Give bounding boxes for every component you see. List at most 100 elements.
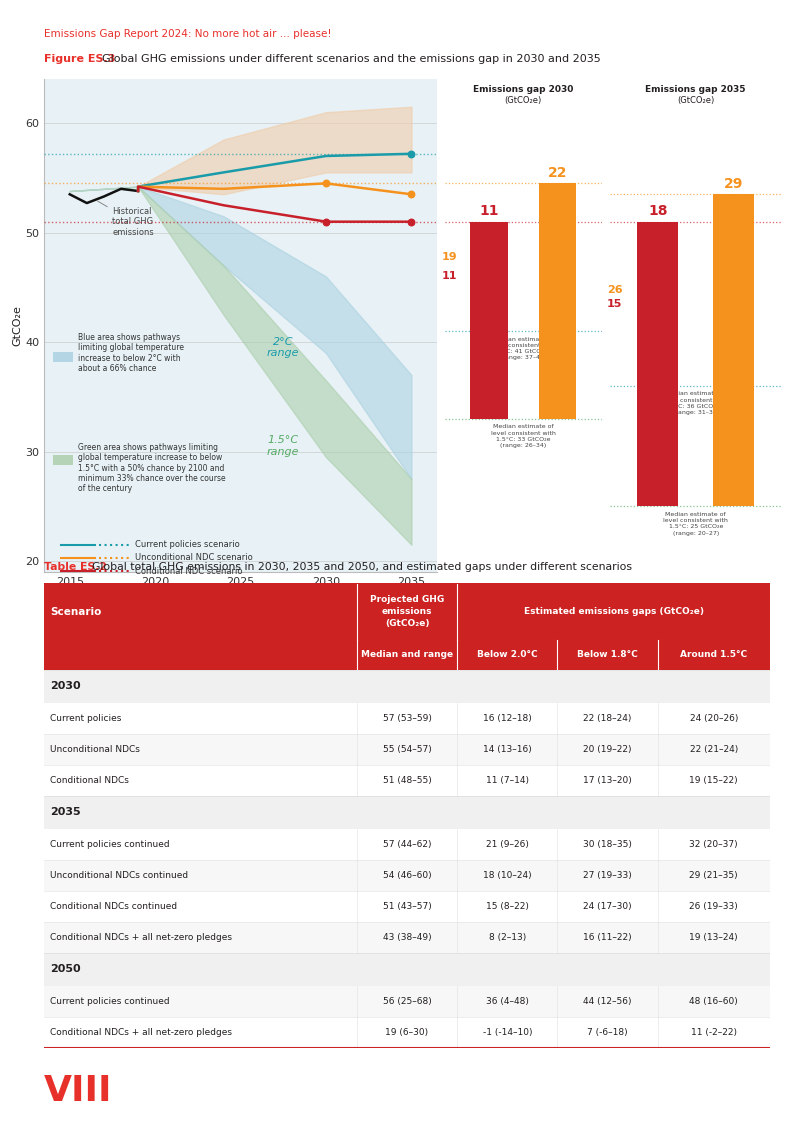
- Text: 19 (6–30): 19 (6–30): [386, 1028, 428, 1037]
- Text: 27 (19–33): 27 (19–33): [583, 871, 632, 880]
- Text: Unconditional NDC scenario: Unconditional NDC scenario: [135, 553, 253, 562]
- Bar: [44, 922, 770, 953]
- Text: 11 (-2–22): 11 (-2–22): [691, 1028, 737, 1037]
- Text: Global total GHG emissions in 2030, 2035 and 2050, and estimated gaps under diff: Global total GHG emissions in 2030, 2035…: [92, 562, 632, 572]
- Text: -1 (-14–10): -1 (-14–10): [483, 1028, 532, 1037]
- Text: VIII: VIII: [44, 1074, 112, 1108]
- Text: 29: 29: [724, 177, 743, 191]
- Text: Current policies continued: Current policies continued: [50, 997, 169, 1006]
- Text: Emissions gap 2030: Emissions gap 2030: [473, 85, 573, 94]
- Text: 30 (18–35): 30 (18–35): [583, 840, 632, 849]
- Text: 2035: 2035: [50, 808, 80, 817]
- Text: 8 (2–13): 8 (2–13): [488, 934, 526, 943]
- Text: 57 (44–62): 57 (44–62): [383, 840, 431, 849]
- Text: 29 (21–35): 29 (21–35): [690, 871, 738, 880]
- Text: Median estimate of
level consistent with
2°C: 36 GtCO₂e
(range: 31–39): Median estimate of level consistent with…: [663, 392, 728, 415]
- Point: [320, 174, 333, 193]
- Text: 43 (38–49): 43 (38–49): [383, 934, 431, 943]
- Text: Median estimate of
level consistent with
1.5°C: 33 GtCO₂e
(range: 26–34): Median estimate of level consistent with…: [491, 425, 556, 448]
- Text: Conditional NDCs: Conditional NDCs: [50, 776, 129, 785]
- Text: Projected GHG
emissions
(GtCO₂e): Projected GHG emissions (GtCO₂e): [370, 595, 444, 628]
- Point: [320, 213, 333, 231]
- Text: Unconditional NDCs continued: Unconditional NDCs continued: [50, 871, 188, 880]
- Text: 14 (13–16): 14 (13–16): [483, 744, 532, 753]
- Text: 48 (16–60): 48 (16–60): [690, 997, 738, 1006]
- Text: Below 2.0°C: Below 2.0°C: [477, 650, 537, 659]
- Text: 36 (4–48): 36 (4–48): [486, 997, 529, 1006]
- Text: Green area shows pathways limiting
global temperature increase to below
1.5°C wi: Green area shows pathways limiting globa…: [79, 443, 226, 493]
- Text: 16 (11–22): 16 (11–22): [583, 934, 632, 943]
- Text: 11: 11: [479, 204, 499, 219]
- Text: Global GHG emissions under different scenarios and the emissions gap in 2030 and: Global GHG emissions under different sce…: [102, 54, 601, 65]
- Text: Around 1.5°C: Around 1.5°C: [680, 650, 747, 659]
- Bar: [44, 953, 770, 986]
- Text: 55 (54–57): 55 (54–57): [383, 744, 431, 753]
- Bar: [53, 455, 73, 465]
- Text: 21 (9–26): 21 (9–26): [486, 840, 529, 849]
- Text: 26 (19–33): 26 (19–33): [690, 902, 738, 911]
- Text: Current policies continued: Current policies continued: [50, 840, 169, 849]
- Bar: [44, 986, 770, 1016]
- Text: Median estimate of
level consistent with
2°C: 41 GtCO₂e
(range: 37–46): Median estimate of level consistent with…: [491, 337, 556, 360]
- Text: Estimated emissions gaps (GtCO₂e): Estimated emissions gaps (GtCO₂e): [524, 607, 703, 616]
- Text: 44 (12–56): 44 (12–56): [583, 997, 632, 1006]
- Bar: [44, 891, 770, 922]
- Text: Scenario: Scenario: [50, 606, 101, 616]
- Text: 51 (48–55): 51 (48–55): [383, 776, 431, 785]
- Text: 57 (53–59): 57 (53–59): [383, 714, 431, 723]
- Text: Median estimate of
level consistent with
1.5°C: 25 GtCO₂e
(range: 20–27): Median estimate of level consistent with…: [663, 512, 728, 536]
- Text: Unconditional NDCs: Unconditional NDCs: [50, 744, 140, 753]
- Text: Conditional NDCs + all net-zero pledges: Conditional NDCs + all net-zero pledges: [50, 1028, 232, 1037]
- Bar: [44, 583, 770, 640]
- Bar: [44, 670, 770, 702]
- Bar: [44, 640, 770, 670]
- Text: 18 (10–24): 18 (10–24): [483, 871, 532, 880]
- Text: Emissions gap 2035: Emissions gap 2035: [646, 85, 746, 94]
- Text: Table ES.2: Table ES.2: [44, 562, 111, 572]
- Text: Emissions Gap Report 2024: No more hot air ... please!: Emissions Gap Report 2024: No more hot a…: [44, 29, 332, 40]
- Text: Conditional NDC case: Conditional NDC case: [486, 283, 492, 358]
- Text: 24 (17–30): 24 (17–30): [583, 902, 632, 911]
- Text: 22: 22: [548, 167, 568, 180]
- Text: 24 (20–26): 24 (20–26): [690, 714, 738, 723]
- Text: 15 (8–22): 15 (8–22): [486, 902, 529, 911]
- Bar: [44, 828, 770, 860]
- Text: 19: 19: [442, 253, 458, 262]
- Text: 20 (19–22): 20 (19–22): [583, 744, 632, 753]
- Text: Conditional NDCs continued: Conditional NDCs continued: [50, 902, 177, 911]
- Text: Median and range: Median and range: [361, 650, 453, 659]
- Text: 32 (20–37): 32 (20–37): [690, 840, 738, 849]
- Text: 11: 11: [442, 272, 458, 281]
- Text: 17 (13–20): 17 (13–20): [583, 776, 632, 785]
- Text: 2030: 2030: [50, 681, 80, 691]
- Bar: [44, 765, 770, 796]
- Bar: [44, 702, 770, 734]
- Bar: [44, 796, 770, 828]
- Text: 22 (18–24): 22 (18–24): [583, 714, 632, 723]
- Y-axis label: GtCO₂e: GtCO₂e: [12, 305, 22, 347]
- Text: Conditional NDC case: Conditional NDC case: [655, 326, 660, 401]
- Point: [405, 213, 418, 231]
- Text: Unconditional NDC case: Unconditional NDC case: [555, 259, 561, 343]
- Text: Conditional NDC scenario: Conditional NDC scenario: [135, 566, 242, 576]
- Text: (GtCO₂e): (GtCO₂e): [677, 96, 715, 104]
- Text: 15: 15: [607, 299, 622, 309]
- Point: [405, 185, 418, 204]
- Bar: [470, 222, 508, 419]
- Text: 54 (46–60): 54 (46–60): [383, 871, 431, 880]
- Bar: [713, 195, 755, 506]
- Text: Historical
total GHG
emissions: Historical total GHG emissions: [98, 202, 154, 237]
- Text: 19 (13–24): 19 (13–24): [690, 934, 738, 943]
- Text: 56 (25–68): 56 (25–68): [383, 997, 431, 1006]
- Text: 2°C
range: 2°C range: [267, 337, 300, 358]
- Text: (GtCO₂e): (GtCO₂e): [504, 96, 542, 104]
- Text: 7 (-6–18): 7 (-6–18): [587, 1028, 628, 1037]
- Text: Conditional NDCs + all net-zero pledges: Conditional NDCs + all net-zero pledges: [50, 934, 232, 943]
- Bar: [44, 860, 770, 891]
- Text: 22 (21–24): 22 (21–24): [690, 744, 738, 753]
- Text: 1.5°C
range: 1.5°C range: [267, 435, 300, 457]
- Text: Figure ES.3: Figure ES.3: [44, 54, 119, 65]
- Text: Below 1.8°C: Below 1.8°C: [577, 650, 638, 659]
- Text: 16 (12–18): 16 (12–18): [483, 714, 532, 723]
- Text: 19 (15–22): 19 (15–22): [690, 776, 738, 785]
